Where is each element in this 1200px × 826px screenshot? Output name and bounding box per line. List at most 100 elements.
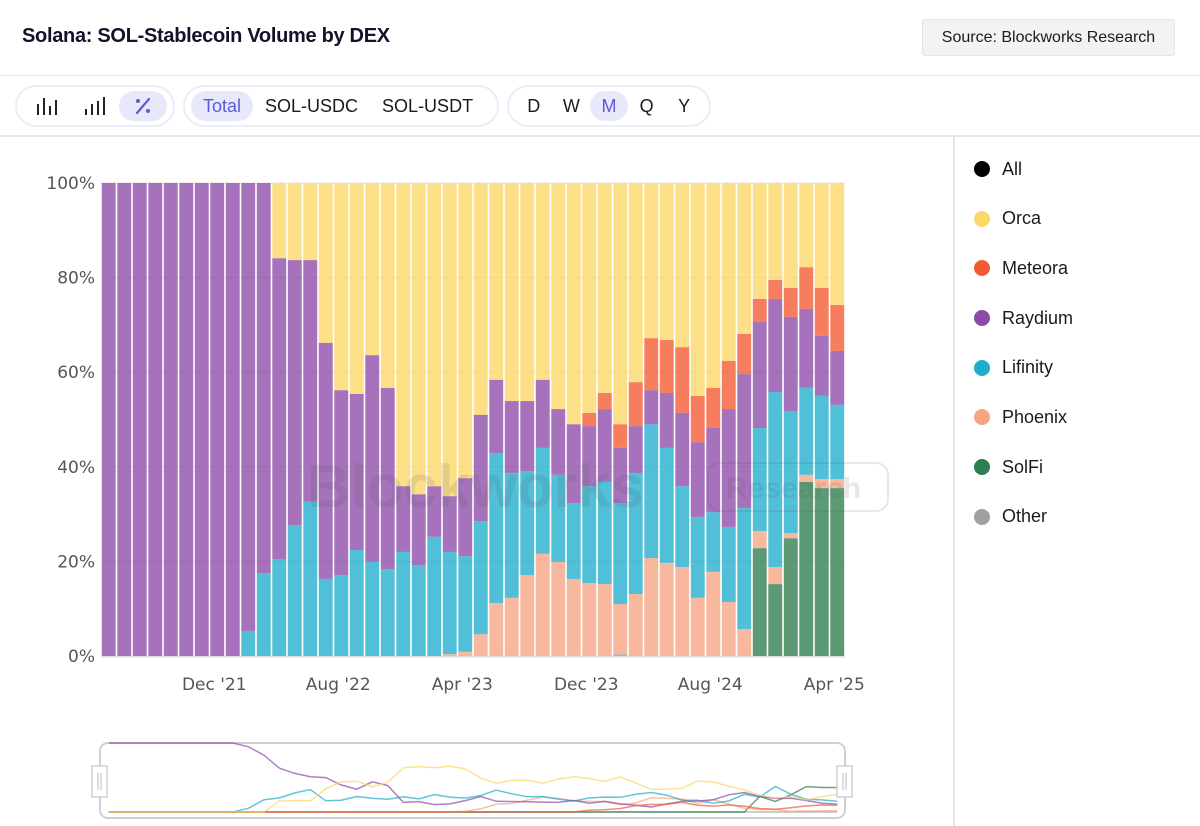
bar-segment-orca[interactable] — [318, 183, 333, 343]
bar-stack[interactable] — [225, 183, 240, 656]
bar-segment-raydium[interactable] — [690, 442, 705, 517]
bar-segment-orca[interactable] — [783, 183, 798, 289]
bar-segment-orca[interactable] — [365, 183, 380, 356]
navigator-left-handle[interactable] — [91, 765, 108, 798]
bar-segment-lifinity[interactable] — [830, 404, 845, 480]
bar-segment-lifinity[interactable] — [814, 395, 829, 480]
bar-stack[interactable] — [427, 183, 442, 656]
bar-segment-raydium[interactable] — [597, 409, 612, 482]
bar-segment-raydium[interactable] — [117, 183, 132, 656]
bar-stack[interactable] — [551, 183, 566, 656]
bar-segment-orca[interactable] — [520, 183, 535, 402]
bar-segment-lifinity[interactable] — [241, 630, 256, 656]
bar-segment-orca[interactable] — [675, 183, 690, 348]
bar-segment-raydium[interactable] — [396, 486, 411, 552]
bar-stack[interactable] — [318, 183, 333, 656]
bar-segment-lifinity[interactable] — [675, 486, 690, 568]
bar-segment-lifinity[interactable] — [737, 507, 752, 630]
bar-segment-orca[interactable] — [814, 183, 829, 289]
bar-segment-orca[interactable] — [706, 183, 721, 388]
bar-segment-meteora[interactable] — [814, 288, 829, 336]
bar-segment-orca[interactable] — [737, 183, 752, 334]
bar-segment-phoenix[interactable] — [504, 597, 519, 656]
bar-segment-lifinity[interactable] — [520, 471, 535, 576]
bar-segment-raydium[interactable] — [272, 258, 287, 560]
bar-segment-raydium[interactable] — [349, 393, 364, 551]
bar-stack[interactable] — [799, 183, 814, 656]
bar-segment-lifinity[interactable] — [752, 428, 767, 532]
bar-stack[interactable] — [365, 183, 380, 656]
percent-mode-button[interactable] — [119, 91, 167, 121]
bar-segment-lifinity[interactable] — [256, 573, 271, 656]
bar-stack[interactable] — [396, 183, 411, 656]
bar-segment-lifinity[interactable] — [690, 516, 705, 598]
bar-segment-raydium[interactable] — [706, 428, 721, 513]
bar-stack[interactable] — [411, 183, 426, 656]
bar-segment-lifinity[interactable] — [628, 472, 643, 595]
bar-segment-raydium[interactable] — [442, 496, 457, 552]
bar-stack[interactable] — [566, 183, 581, 656]
bar-segment-lifinity[interactable] — [318, 578, 333, 656]
bar-segment-phoenix[interactable] — [706, 571, 721, 656]
bar-segment-orca[interactable] — [613, 183, 628, 425]
bar-segment-phoenix[interactable] — [442, 654, 457, 656]
bar-segment-orca[interactable] — [721, 183, 736, 361]
bar-segment-lifinity[interactable] — [473, 521, 488, 635]
bar-stack[interactable] — [597, 183, 612, 656]
bar-stack[interactable] — [613, 183, 628, 656]
bar-segment-orca[interactable] — [349, 183, 364, 394]
bar-segment-lifinity[interactable] — [613, 503, 628, 604]
bar-stack[interactable] — [303, 183, 318, 656]
bar-segment-raydium[interactable] — [303, 260, 318, 502]
bar-segment-orca[interactable] — [799, 183, 814, 268]
bar-segment-lifinity[interactable] — [659, 447, 674, 563]
bar-stack[interactable] — [520, 183, 535, 656]
bar-stack[interactable] — [706, 183, 721, 656]
bar-segment-lifinity[interactable] — [458, 556, 473, 652]
bar-segment-raydium[interactable] — [535, 379, 550, 448]
bar-segment-meteora[interactable] — [783, 288, 798, 317]
bar-segment-lifinity[interactable] — [582, 486, 597, 584]
bar-segment-orca[interactable] — [752, 183, 767, 299]
bar-segment-phoenix[interactable] — [752, 531, 767, 549]
bar-segment-lifinity[interactable] — [706, 512, 721, 572]
bar-segment-solfi[interactable] — [830, 488, 845, 656]
legend-item-lifinity[interactable]: Lifinity — [974, 353, 1073, 383]
bar-segment-raydium[interactable] — [613, 447, 628, 504]
bar-segment-meteora[interactable] — [768, 279, 783, 299]
bar-stack[interactable] — [737, 183, 752, 656]
bar-segment-phoenix[interactable] — [783, 533, 798, 539]
bar-segment-phoenix[interactable] — [659, 562, 674, 656]
bar-segment-phoenix[interactable] — [535, 553, 550, 656]
bar-segment-lifinity[interactable] — [334, 575, 349, 656]
bar-segment-lifinity[interactable] — [566, 503, 581, 579]
bar-segment-raydium[interactable] — [675, 412, 690, 487]
bar-segment-lifinity[interactable] — [721, 526, 736, 603]
bar-stack[interactable] — [830, 183, 845, 656]
bar-segment-raydium[interactable] — [287, 260, 302, 525]
legend-item-solfi[interactable]: SolFi — [974, 452, 1073, 482]
bar-segment-lifinity[interactable] — [768, 392, 783, 568]
pair-total-button[interactable]: Total — [191, 91, 254, 121]
bar-segment-meteora[interactable] — [613, 424, 628, 448]
bar-segment-phoenix[interactable] — [566, 578, 581, 656]
bar-segment-phoenix[interactable] — [473, 634, 488, 656]
bar-segment-orca[interactable] — [287, 183, 302, 261]
bar-stack[interactable] — [473, 183, 488, 656]
bar-segment-solfi[interactable] — [814, 488, 829, 656]
bar-stack[interactable] — [349, 183, 364, 656]
bar-segment-raydium[interactable] — [210, 183, 225, 656]
bar-stack[interactable] — [644, 183, 659, 656]
bar-stack[interactable] — [628, 183, 643, 656]
bar-segment-lifinity[interactable] — [551, 474, 566, 562]
bar-segment-raydium[interactable] — [830, 350, 845, 405]
bar-stack[interactable] — [380, 183, 395, 656]
source-button[interactable]: Source: Blockworks Research — [922, 19, 1175, 56]
bar-stack[interactable] — [582, 183, 597, 656]
bar-segment-phoenix[interactable] — [830, 479, 845, 489]
bar-segment-meteora[interactable] — [597, 393, 612, 410]
bar-segment-solfi[interactable] — [799, 481, 814, 656]
bar-segment-phoenix[interactable] — [644, 558, 659, 656]
bar-segment-orca[interactable] — [303, 183, 318, 261]
bar-segment-orca[interactable] — [411, 183, 426, 495]
